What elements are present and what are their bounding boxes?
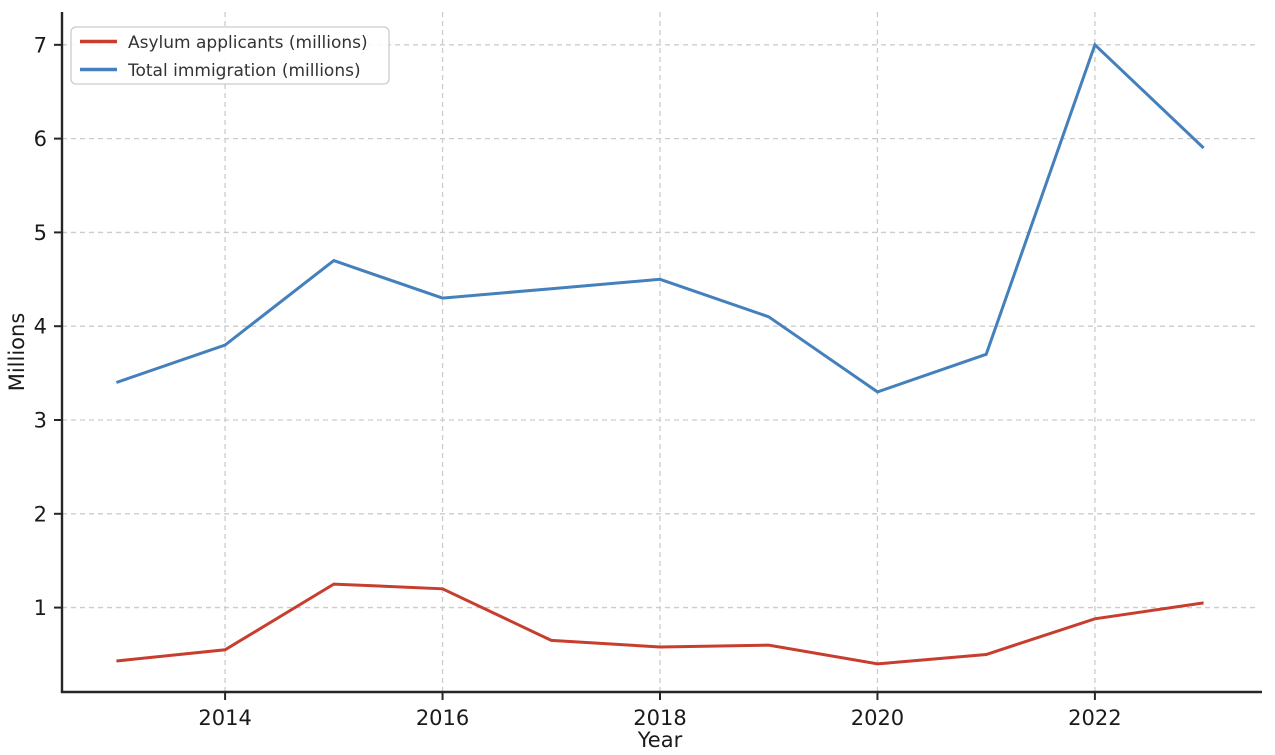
x-tick-label: 2014 bbox=[198, 706, 251, 730]
gridlines bbox=[62, 12, 1258, 692]
x-tick-label: 2018 bbox=[633, 706, 686, 730]
y-tick-label: 1 bbox=[34, 596, 47, 620]
series-line-asylum-applicants-millions bbox=[116, 582, 1204, 666]
tick-marks bbox=[54, 43, 1096, 700]
legend-label: Total immigration (millions) bbox=[127, 61, 361, 81]
x-axis-title: Year bbox=[637, 728, 683, 752]
series-lines bbox=[115, 42, 1205, 666]
x-tick-label: 2020 bbox=[851, 706, 904, 730]
legend-label: Asylum applicants (millions) bbox=[128, 33, 368, 53]
y-tick-label: 7 bbox=[34, 33, 47, 57]
y-tick-label: 3 bbox=[34, 409, 47, 433]
legend: Asylum applicants (millions) Total immigr… bbox=[70, 26, 390, 85]
legend-box bbox=[70, 26, 390, 85]
y-axis-title: Millions bbox=[5, 313, 29, 392]
y-tick-label: 2 bbox=[34, 502, 47, 526]
x-tick-label: 2022 bbox=[1068, 706, 1121, 730]
y-tick-label: 4 bbox=[34, 315, 47, 339]
tick-labels: 2014 2016 2018 2020 2022 1 2 3 4 5 6 7 bbox=[34, 33, 1122, 730]
axis-spines bbox=[60, 12, 1262, 694]
x-tick-label: 2016 bbox=[416, 706, 469, 730]
y-tick-label: 5 bbox=[34, 221, 47, 245]
y-tick-label: 6 bbox=[34, 127, 47, 151]
series-line-total-immigration-millions bbox=[115, 42, 1205, 394]
